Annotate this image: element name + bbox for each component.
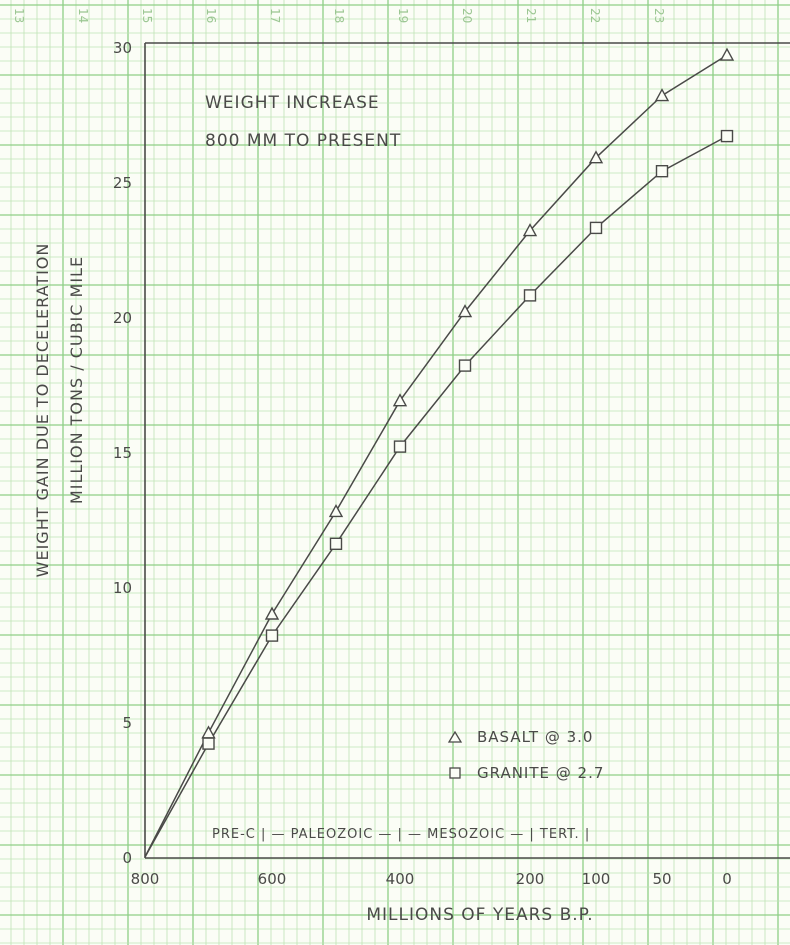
data-point-square <box>523 289 537 302</box>
series-line-square <box>144 135 728 858</box>
data-point-square <box>589 221 603 235</box>
top-edge-number: 16 <box>204 8 218 23</box>
y-axis-label-line2: MILLION TONS / CUBIC MILE <box>67 256 86 504</box>
y-axis-label-line1: WEIGHT GAIN DUE TO DECELERATION <box>33 243 52 578</box>
x-tick-labels: 800 600 400 200 100 50 0 <box>131 870 732 888</box>
top-edge-number: 21 <box>524 8 538 23</box>
data-point-triangle <box>328 503 344 518</box>
y-tick-label: 0 <box>122 849 132 867</box>
series-markers <box>201 47 735 750</box>
y-tick-label: 5 <box>122 714 132 732</box>
era-bar: PRE-C | — PALEOZOIC — | — MESOZOIC — | T… <box>212 827 590 842</box>
top-edge-number: 15 <box>140 8 154 23</box>
top-edge-number: 19 <box>396 8 410 23</box>
top-edge-number: 23 <box>652 8 666 23</box>
series-line-triangle <box>144 54 728 858</box>
y-tick-label: 20 <box>113 309 132 327</box>
x-axis-label: MILLIONS OF YEARS B.P. <box>366 905 593 925</box>
data-point-square <box>458 359 472 372</box>
legend-label: BASALT @ 3.0 <box>477 728 593 746</box>
legend-label: GRANITE @ 2.7 <box>477 764 604 782</box>
x-tick-label: 100 <box>582 870 611 888</box>
top-edge-numbers: 13 14 15 16 17 18 19 20 21 22 23 <box>12 8 666 23</box>
x-tick-label: 800 <box>131 870 160 888</box>
x-tick-label: 400 <box>386 870 415 888</box>
chart-title: WEIGHT INCREASE <box>205 93 380 113</box>
data-point-square <box>393 440 407 453</box>
data-point-triangle <box>719 47 735 61</box>
x-tick-label: 600 <box>258 870 287 888</box>
top-edge-number: 14 <box>76 8 90 23</box>
data-point-triangle <box>457 304 473 318</box>
data-point-triangle <box>522 223 538 237</box>
y-tick-label: 10 <box>113 579 132 597</box>
data-point-square <box>202 737 215 750</box>
data-point-square <box>720 129 734 143</box>
axes <box>144 42 790 859</box>
data-point-triangle <box>654 88 670 102</box>
top-edge-number: 20 <box>460 8 474 23</box>
y-tick-label: 15 <box>113 444 132 462</box>
top-edge-number: 22 <box>588 8 602 23</box>
data-point-triangle <box>588 150 604 164</box>
top-edge-number: 18 <box>332 8 346 23</box>
data-point-triangle <box>264 606 280 620</box>
legend: BASALT @ 3.0 GRANITE @ 2.7 <box>447 728 604 782</box>
x-tick-label: 200 <box>516 870 545 888</box>
x-tick-label: 50 <box>652 870 671 888</box>
chart-subtitle: 800 MM TO PRESENT <box>205 131 401 151</box>
legend-marker-triangle <box>447 730 463 743</box>
data-point-square <box>265 629 279 642</box>
x-tick-label: 0 <box>722 870 732 888</box>
data-point-square <box>329 537 343 550</box>
series-lines <box>144 54 728 858</box>
y-tick-label: 30 <box>113 39 132 57</box>
y-tick-label: 25 <box>113 174 132 192</box>
legend-marker-square <box>449 767 461 779</box>
data-point-triangle <box>392 393 408 407</box>
top-edge-number: 17 <box>268 8 282 23</box>
data-point-square <box>655 164 669 178</box>
y-tick-labels: 0 5 10 15 20 25 30 <box>113 39 132 867</box>
top-edge-number: 13 <box>12 8 26 23</box>
